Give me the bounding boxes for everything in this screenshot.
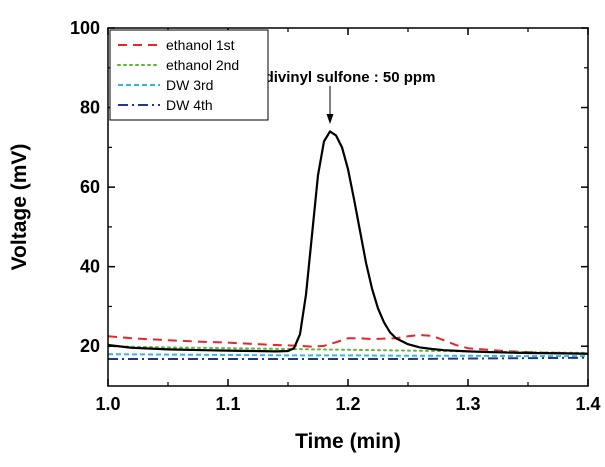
series-line-ethanol-1st xyxy=(108,334,588,355)
y-axis-title: Voltage (mV) xyxy=(8,144,31,271)
legend: ethanol 1st ethanol 2nd DW 3rd DW 4th xyxy=(109,29,269,121)
y-tick-label: 20 xyxy=(80,336,100,356)
peak-annotation: divinyl sulfone : 50 ppm xyxy=(265,69,436,124)
annotation-arrow-head xyxy=(326,114,334,124)
series-line-sample-4 xyxy=(108,130,588,355)
series-line-dw-4th xyxy=(108,356,588,360)
x-tick-label: 1.3 xyxy=(455,394,480,414)
y-tick-label: 60 xyxy=(80,177,100,197)
y-tick-label: 100 xyxy=(70,18,100,38)
legend-label-ethanol-1st: ethanol 1st xyxy=(166,37,235,53)
legend-label-dw-4th: DW 4th xyxy=(166,97,213,113)
y-axis: 20 40 60 80 100 xyxy=(70,18,588,356)
series-layer xyxy=(108,130,588,360)
series-line-ethanol-2nd xyxy=(108,345,588,354)
x-tick-label: 1.0 xyxy=(95,394,120,414)
y-tick-label: 40 xyxy=(80,257,100,277)
legend-label-ethanol-2nd: ethanol 2nd xyxy=(166,57,239,73)
legend-label-dw-3rd: DW 3rd xyxy=(166,77,213,93)
y-tick-label: 80 xyxy=(80,98,100,118)
x-tick-label: 1.2 xyxy=(335,394,360,414)
series-line-dw-3rd xyxy=(108,353,588,358)
annotation-label: divinyl sulfone : 50 ppm xyxy=(265,69,436,86)
x-axis-title: Time (min) xyxy=(295,430,401,453)
x-axis: 1.0 1.1 1.2 1.3 1.4 xyxy=(95,28,601,414)
x-tick-label: 1.1 xyxy=(215,394,240,414)
x-tick-label: 1.4 xyxy=(575,394,600,414)
